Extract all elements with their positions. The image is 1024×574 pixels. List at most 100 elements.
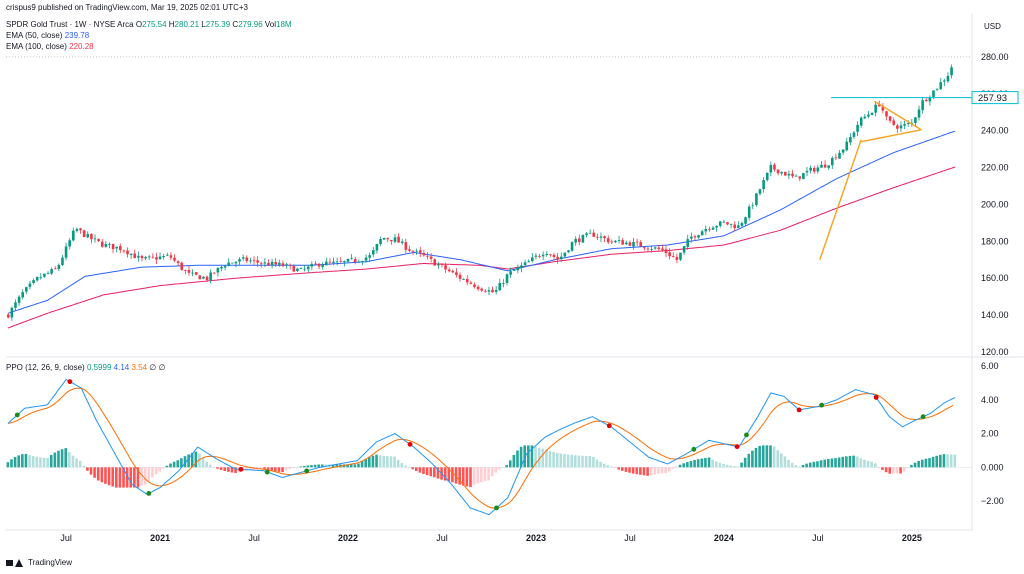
ppo-histogram-bar xyxy=(216,467,219,469)
ppo-histogram-bar xyxy=(418,467,422,473)
ppo-histogram-bar xyxy=(407,467,411,468)
ppo-histogram-bar xyxy=(530,445,534,468)
ppo-histogram-bar xyxy=(602,463,606,468)
candle-body xyxy=(14,302,17,308)
ppo-tick-label: 4.00 xyxy=(981,395,999,405)
candle-body xyxy=(357,261,361,263)
ppo-cross-dot xyxy=(264,469,270,475)
candle-body xyxy=(50,269,53,274)
ppo-histogram-bar xyxy=(798,466,801,468)
ppo-histogram-bar xyxy=(906,467,910,468)
ppo-histogram-bar xyxy=(389,456,393,468)
ppo-histogram-bar xyxy=(35,456,39,468)
candle-body xyxy=(433,259,437,266)
ppo-histogram-bar xyxy=(512,454,516,468)
ppo-histogram-bar xyxy=(57,450,60,468)
candle-body xyxy=(173,257,176,261)
candle-body xyxy=(903,123,906,126)
ppo-histogram-bar xyxy=(541,448,545,468)
ppo-cross-dot xyxy=(146,490,152,496)
ppo-histogram-bar xyxy=(740,462,743,468)
ppo-histogram-bar xyxy=(281,467,284,473)
candle-body xyxy=(812,168,816,172)
ppo-hist-value: 0.5999 xyxy=(86,363,112,372)
candle-body xyxy=(668,252,671,257)
candle-body xyxy=(165,254,169,256)
ema100-label: EMA (100, close) xyxy=(6,42,67,51)
candle-body xyxy=(205,276,209,280)
ppo-histogram-bar xyxy=(89,467,93,475)
candle-body xyxy=(350,258,353,260)
ppo-histogram-bar xyxy=(375,454,378,468)
ppo-cross-dot xyxy=(691,446,697,452)
candle-body xyxy=(874,104,877,113)
ppo-histogram-bar xyxy=(13,456,17,468)
candle-body xyxy=(187,270,191,273)
candle-body xyxy=(870,113,874,116)
ema100-legend[interactable]: EMA (100, close) 220.28 xyxy=(6,42,94,52)
ppo-histogram-bar xyxy=(161,467,165,469)
ppo-histogram-bar xyxy=(942,454,946,468)
ppo-histogram-bar xyxy=(751,450,754,468)
footer-brand[interactable]: TradingView xyxy=(6,558,72,567)
candle-body xyxy=(155,257,158,260)
candle-body xyxy=(690,236,693,239)
ppo-histogram-bar xyxy=(653,467,657,475)
volume-label: Vol xyxy=(264,20,277,29)
ppo-histogram-bar xyxy=(939,454,942,468)
ppo-histogram-bar xyxy=(75,458,78,468)
candle-body xyxy=(484,291,487,292)
candle-body xyxy=(256,260,259,263)
candle-body xyxy=(588,232,592,234)
ppo-histogram-bar xyxy=(223,467,227,471)
ppo-histogram-bar xyxy=(443,467,447,481)
candle-body xyxy=(90,233,93,240)
candle-body xyxy=(715,226,718,228)
candle-body xyxy=(231,262,234,264)
candle-body xyxy=(72,230,75,241)
candle-body xyxy=(892,120,896,125)
ppo-tick-label: 0.000 xyxy=(981,462,1004,472)
high-label: H xyxy=(168,20,175,29)
candle-body xyxy=(751,205,755,207)
ppo-histogram-bar xyxy=(675,466,678,468)
candle-body xyxy=(469,282,473,284)
ppo-histogram-bar xyxy=(696,459,700,468)
ppo-histogram-bar xyxy=(68,451,71,468)
candle-body xyxy=(400,241,404,244)
candle-body xyxy=(661,248,664,250)
ppo-histogram-bar xyxy=(165,465,169,468)
symbol-name[interactable]: SPDR Gold Trust · 1W · NYSE Arca xyxy=(6,20,134,29)
candle-body xyxy=(628,242,632,246)
ppo-histogram-bar xyxy=(920,459,924,468)
candle-body xyxy=(426,255,429,257)
ppo-histogram-bar xyxy=(10,459,13,468)
candle-body xyxy=(314,263,317,265)
candle-body xyxy=(523,262,527,266)
ppo-histogram-bar xyxy=(425,467,429,476)
ppo-histogram-bar xyxy=(447,467,451,482)
candle-body xyxy=(830,157,834,166)
ppo-histogram-bar xyxy=(563,454,566,468)
candle-body xyxy=(534,255,538,257)
ema50-legend[interactable]: EMA (50, close) 239.78 xyxy=(6,31,89,41)
ema50-value: 239.78 xyxy=(64,31,90,40)
candle-body xyxy=(502,283,505,284)
candle-body xyxy=(755,193,758,206)
candle-body xyxy=(390,239,393,242)
ppo-histogram-bar xyxy=(599,461,602,468)
low-value: 275.39 xyxy=(205,20,231,29)
ppo-tick-label: 6.00 xyxy=(981,361,999,371)
ppo-histogram-bar xyxy=(519,446,523,468)
ppo-histogram-bar xyxy=(913,462,917,468)
ppo-histogram-bar xyxy=(17,455,21,468)
price-tick-label: 240.00 xyxy=(981,126,1009,136)
ppo-histogram-bar xyxy=(234,467,237,474)
ppo-histogram-bar xyxy=(761,445,765,468)
pattern-trendline xyxy=(819,139,862,261)
candle-body xyxy=(538,255,541,257)
ppo-legend[interactable]: PPO (12, 26, 9, close) 0.5999 4.14 3.54 … xyxy=(6,363,165,373)
price-level-label: 257.93 xyxy=(978,93,1007,104)
